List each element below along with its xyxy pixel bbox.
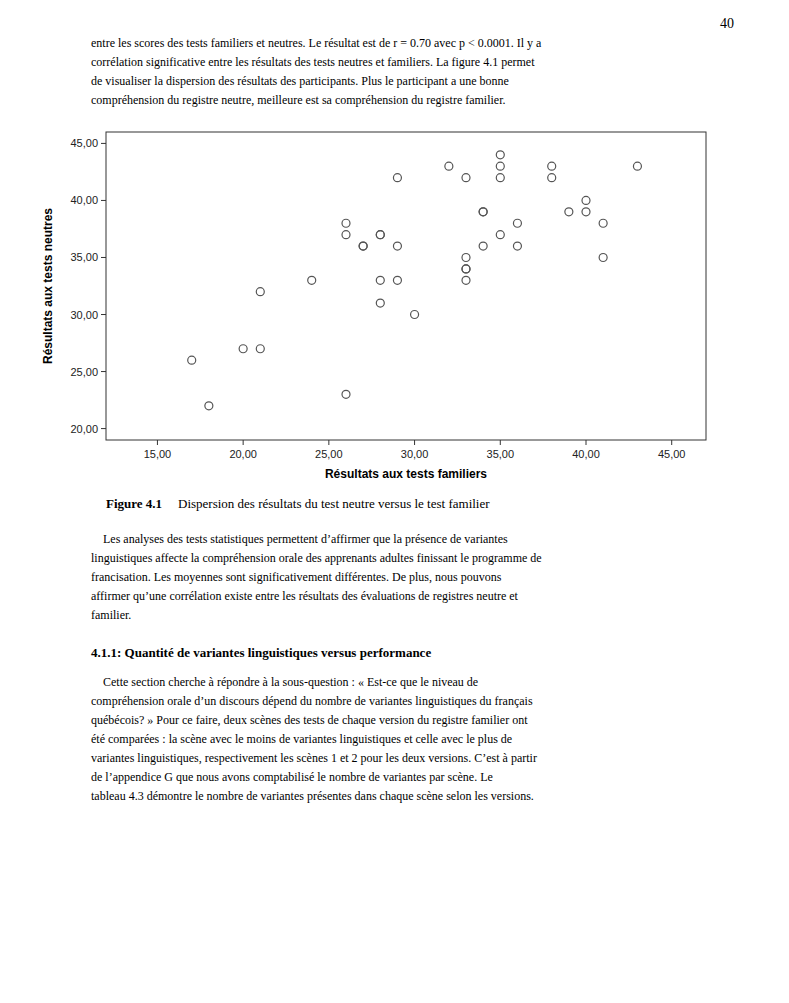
point	[479, 208, 487, 216]
x-tick	[328, 440, 329, 445]
point	[462, 174, 470, 182]
caption-text: Dispersion des résultats du test neutre …	[178, 496, 490, 512]
y-tick	[101, 143, 106, 144]
y-tick-label: 35,00	[70, 251, 98, 263]
point	[376, 231, 384, 239]
point	[513, 242, 521, 250]
point	[445, 162, 453, 170]
x-tick	[671, 440, 672, 445]
paragraph: Les analyses des tests statistiques perm…	[91, 530, 542, 625]
y-tick-label: 40,00	[70, 194, 98, 206]
point	[239, 345, 247, 353]
point	[393, 276, 401, 284]
x-tick-label: 40,00	[572, 448, 600, 460]
point	[565, 208, 573, 216]
paragraph: entre les scores des tests familiers et …	[91, 34, 541, 110]
point	[342, 219, 350, 227]
y-tick-label: 30,00	[70, 309, 98, 321]
section-title: 4.1.1: Quantité de variantes linguistiqu…	[91, 645, 431, 661]
x-axis-label: Résultats aux tests familiers	[325, 467, 487, 481]
point	[496, 231, 504, 239]
point	[411, 311, 419, 319]
y-axis-label: Résultats aux tests neutres	[41, 208, 55, 364]
y-tick	[101, 257, 106, 258]
point	[188, 356, 196, 364]
y-tick	[101, 200, 106, 201]
point	[342, 390, 350, 398]
y-tick-label: 20,00	[70, 423, 98, 435]
y-tick	[101, 428, 106, 429]
point	[548, 174, 556, 182]
point	[342, 231, 350, 239]
page: 40 entre les scores des tests familiers e…	[0, 0, 789, 1003]
x-tick	[157, 440, 158, 445]
x-tick-label: 20,00	[229, 448, 257, 460]
point	[359, 242, 367, 250]
y-tick-label: 45,00	[70, 137, 98, 149]
x-tick-label: 15,00	[144, 448, 172, 460]
point	[376, 276, 384, 284]
y-tick	[101, 371, 106, 372]
point	[256, 288, 264, 296]
point	[308, 276, 316, 284]
point	[393, 174, 401, 182]
point	[633, 162, 641, 170]
point	[256, 345, 264, 353]
point	[462, 253, 470, 261]
x-tick-label: 30,00	[401, 448, 429, 460]
point	[462, 276, 470, 284]
point	[479, 208, 487, 216]
point	[359, 242, 367, 250]
x-tick-label: 45,00	[658, 448, 686, 460]
point	[599, 253, 607, 261]
point	[496, 162, 504, 170]
point	[376, 299, 384, 307]
paragraph: Cette section cherche à répondre à la so…	[91, 673, 537, 806]
y-tick	[101, 314, 106, 315]
point	[582, 196, 590, 204]
page-number: 40	[0, 16, 734, 32]
points	[188, 151, 642, 410]
point	[462, 265, 470, 273]
plot-frame	[106, 132, 706, 440]
y-tick-label: 25,00	[70, 366, 98, 378]
x-tick-label: 35,00	[487, 448, 515, 460]
point	[513, 219, 521, 227]
point	[548, 162, 556, 170]
x-tick	[586, 440, 587, 445]
x-tick	[414, 440, 415, 445]
point	[393, 242, 401, 250]
point	[376, 231, 384, 239]
caption-label: Figure 4.1	[106, 496, 162, 512]
point	[205, 402, 213, 410]
x-tick	[243, 440, 244, 445]
point	[582, 208, 590, 216]
point	[496, 151, 504, 159]
point	[479, 242, 487, 250]
point	[599, 219, 607, 227]
x-tick	[500, 440, 501, 445]
x-tick-label: 25,00	[315, 448, 343, 460]
point	[496, 174, 504, 182]
point	[462, 265, 470, 273]
